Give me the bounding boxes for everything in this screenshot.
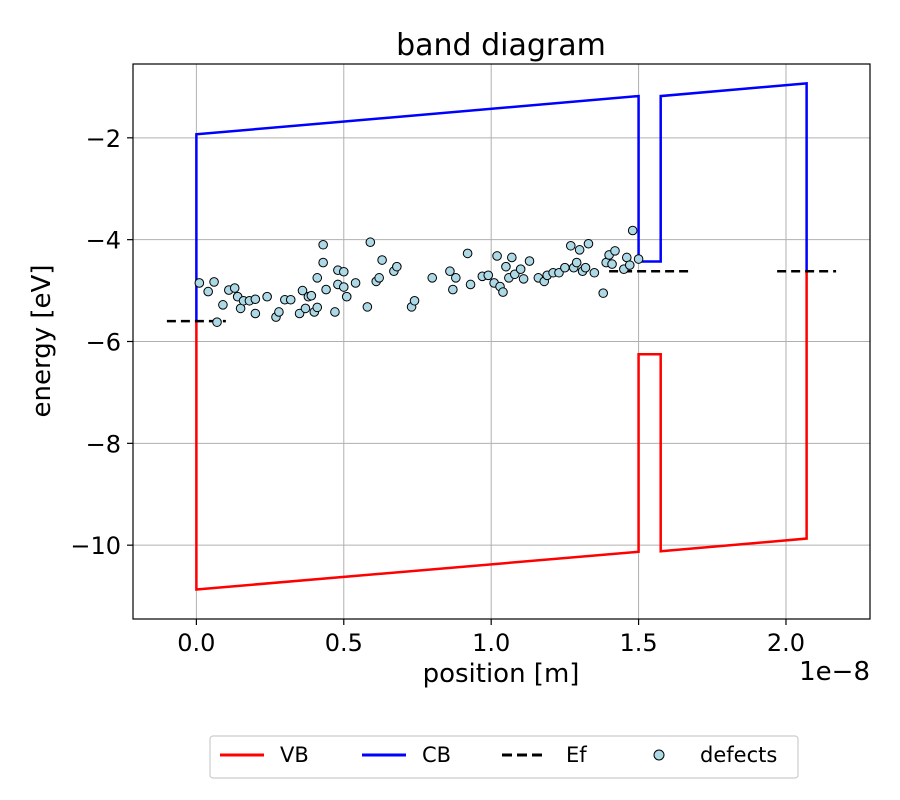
cb-line xyxy=(195,81,808,322)
defect-point xyxy=(318,239,328,250)
defect-point xyxy=(374,273,384,283)
defect-point xyxy=(498,287,508,297)
legend-label-ef: Ef xyxy=(566,743,587,767)
defect-point xyxy=(250,308,261,319)
defect-point xyxy=(321,284,331,295)
legend-label-cb: CB xyxy=(422,743,451,767)
defect-point xyxy=(580,262,591,273)
defect-point xyxy=(598,288,609,298)
defect-point xyxy=(274,307,284,317)
defect-point xyxy=(633,254,644,264)
y-axis-ticks: −2 −4 −6 −8 −10 xyxy=(70,125,133,560)
x-tick-label: 0.0 xyxy=(177,629,215,657)
defect-point xyxy=(203,286,213,297)
y-tick-label: −2 xyxy=(86,125,121,153)
defect-point xyxy=(392,261,402,272)
x-axis-label: position [m] xyxy=(423,659,580,689)
defect-point xyxy=(209,277,219,287)
defect-point xyxy=(462,248,473,259)
defect-point xyxy=(445,266,455,277)
x-tick-label: 2.0 xyxy=(767,629,805,657)
x-axis-ticks: 0.0 0.5 1.0 1.5 2.0 xyxy=(177,619,805,657)
series-layer xyxy=(166,81,837,591)
defect-point xyxy=(627,225,638,236)
legend-box xyxy=(209,735,799,779)
defect-point xyxy=(501,261,511,272)
defect-point xyxy=(560,262,570,273)
x-axis-offset-label: 1e−8 xyxy=(799,657,870,687)
legend: VB CB Ef defects xyxy=(209,735,799,779)
y-tick-label: −10 xyxy=(70,532,121,560)
defect-point xyxy=(350,278,361,288)
legend-swatch-defects xyxy=(653,749,665,761)
defect-point xyxy=(524,256,535,266)
defect-point xyxy=(465,279,476,290)
x-tick-label: 0.5 xyxy=(325,629,363,657)
legend-label-defects: defects xyxy=(700,743,777,767)
x-tick-label: 1.0 xyxy=(472,629,510,657)
defect-point xyxy=(212,317,222,327)
defect-point xyxy=(589,267,600,278)
defect-point xyxy=(341,291,352,302)
defect-point xyxy=(365,237,376,248)
defect-point xyxy=(574,245,585,255)
defect-point xyxy=(312,273,323,283)
defect-point xyxy=(306,290,317,301)
defect-point xyxy=(297,285,308,296)
defect-point xyxy=(507,252,517,263)
defect-point xyxy=(448,284,458,295)
defect-point xyxy=(300,303,311,314)
defect-point xyxy=(518,274,529,284)
defect-point xyxy=(610,246,620,256)
defect-point xyxy=(565,240,576,251)
y-tick-label: −8 xyxy=(86,430,121,458)
defect-point xyxy=(250,294,261,305)
defect-point xyxy=(583,238,594,249)
defect-point xyxy=(492,251,502,261)
defect-point xyxy=(571,257,582,268)
defect-point xyxy=(218,300,228,310)
x-tick-label: 1.5 xyxy=(619,629,657,657)
y-tick-label: −6 xyxy=(86,329,121,357)
defect-point xyxy=(338,282,349,292)
defect-point xyxy=(262,291,272,302)
defect-point xyxy=(330,307,340,317)
defect-point xyxy=(607,259,617,269)
defect-point xyxy=(427,273,438,283)
defect-point xyxy=(318,257,328,268)
vb-line xyxy=(195,271,808,591)
defect-point xyxy=(451,273,461,283)
defect-point xyxy=(285,294,296,305)
defect-point xyxy=(312,302,323,313)
defect-point xyxy=(624,260,635,270)
grid xyxy=(133,64,870,619)
defect-point xyxy=(194,278,205,288)
defect-point xyxy=(229,283,240,293)
chart-title: band diagram xyxy=(396,28,606,63)
defect-point xyxy=(483,270,494,281)
defect-point xyxy=(377,255,387,265)
defect-point xyxy=(362,302,373,312)
defect-point xyxy=(409,295,420,306)
defect-point xyxy=(338,266,349,277)
defect-point xyxy=(515,264,526,274)
legend-label-vb: VB xyxy=(280,743,309,767)
y-axis-label: energy [eV] xyxy=(27,265,57,418)
y-tick-label: −4 xyxy=(86,227,121,255)
